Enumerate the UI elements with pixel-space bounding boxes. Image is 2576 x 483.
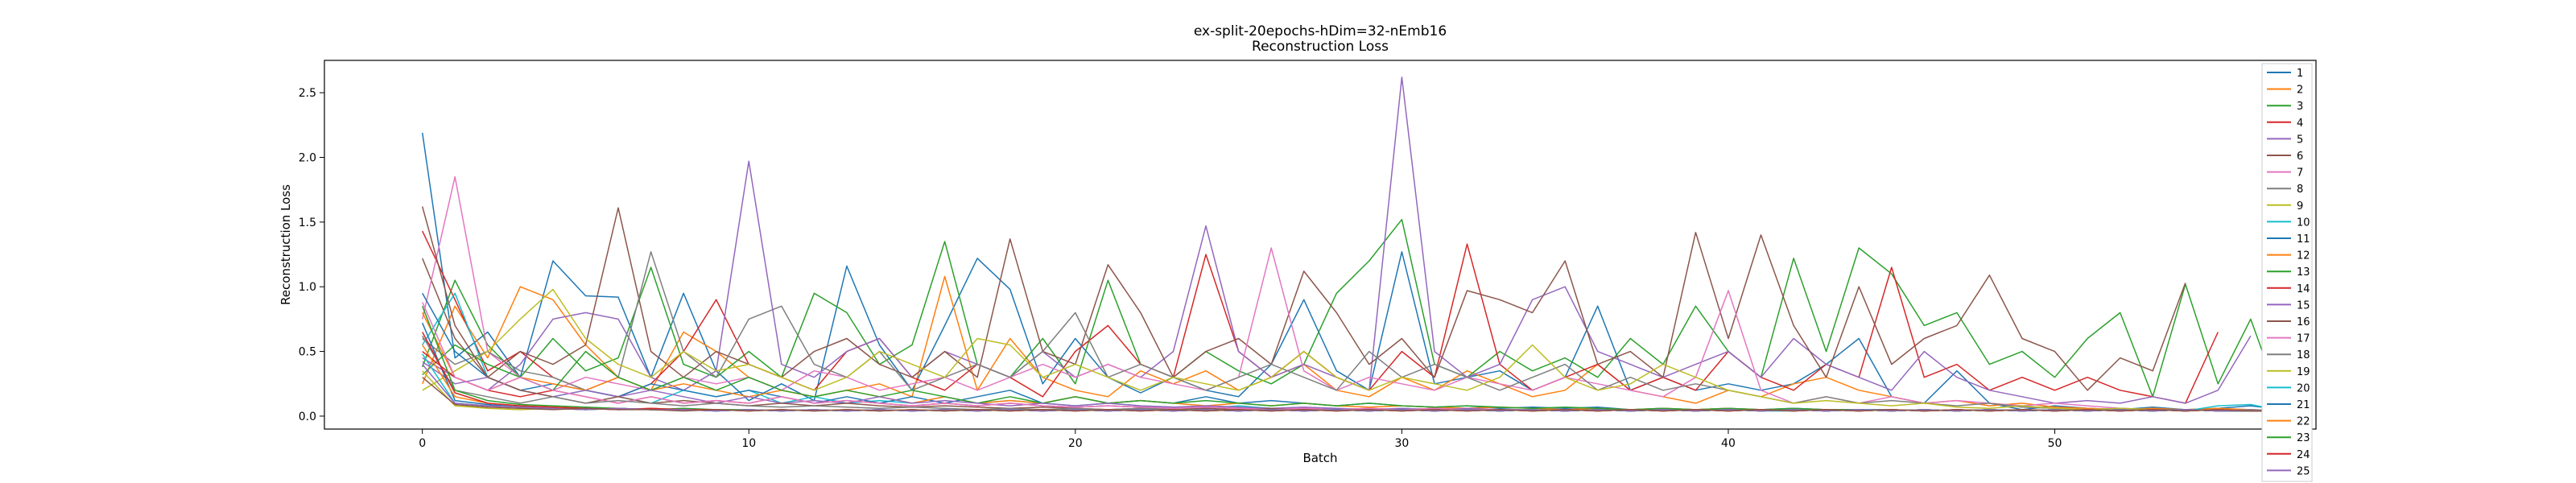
legend-label-11: 11 <box>2297 233 2310 246</box>
x-axis-label: Batch <box>1302 451 1337 465</box>
x-tick-label: 30 <box>1394 437 1409 450</box>
legend-label-12: 12 <box>2297 250 2310 262</box>
x-tick-label: 0 <box>419 437 426 450</box>
chart-title: ex-split-20epochs-hDim=32-nEmb16 <box>1194 23 1447 39</box>
legend-label-24: 24 <box>2297 449 2310 461</box>
legend-label-8: 8 <box>2297 184 2303 196</box>
x-axis-ticks: 0 10 20 30 40 50 <box>419 429 2062 450</box>
legend-label-19: 19 <box>2297 366 2310 378</box>
legend-label-10: 10 <box>2297 217 2310 229</box>
legend-label-6: 6 <box>2297 151 2303 163</box>
y-tick-label: 1.0 <box>299 281 316 294</box>
legend-label-16: 16 <box>2297 316 2310 328</box>
x-tick-label: 40 <box>1721 437 1736 450</box>
series-line-9 <box>422 288 2284 412</box>
legend-label-23: 23 <box>2297 432 2310 444</box>
y-tick-label: 2.5 <box>299 87 316 100</box>
series-line-26 <box>422 377 2284 412</box>
series-line-6 <box>422 207 2186 391</box>
legend-label-5: 5 <box>2297 134 2303 146</box>
legend-label-17: 17 <box>2297 333 2310 345</box>
legend-label-25: 25 <box>2297 465 2310 477</box>
legend-label-7: 7 <box>2297 167 2303 180</box>
y-axis-label: Reconstruction Loss <box>279 184 293 305</box>
legend-label-9: 9 <box>2297 200 2303 213</box>
legend-label-13: 13 <box>2297 266 2310 279</box>
series-line-1 <box>421 132 2284 411</box>
series-line-3 <box>421 218 2285 411</box>
y-axis-ticks: 0.0 0.5 1.0 1.5 2.0 2.5 <box>299 87 324 423</box>
legend-label-20: 20 <box>2297 382 2310 394</box>
legend: 1234567891011121314151617181920212223242… <box>2261 63 2313 483</box>
legend-label-18: 18 <box>2297 349 2310 361</box>
legend-label-14: 14 <box>2297 283 2310 295</box>
legend-label-2: 2 <box>2297 85 2303 97</box>
x-tick-label: 10 <box>741 437 756 450</box>
series-layer <box>421 76 2285 412</box>
plot-frame <box>324 60 2317 430</box>
legend-label-3: 3 <box>2297 101 2303 113</box>
x-tick-label: 50 <box>2048 437 2062 450</box>
legend-box <box>2261 63 2313 482</box>
y-tick-label: 0.0 <box>299 411 316 423</box>
y-tick-label: 2.0 <box>299 152 316 165</box>
legend-label-1: 1 <box>2297 68 2303 80</box>
legend-label-15: 15 <box>2297 299 2310 312</box>
legend-label-21: 21 <box>2297 399 2310 411</box>
x-tick-label: 20 <box>1068 437 1083 450</box>
series-line-8 <box>422 251 2284 412</box>
chart-subtitle: Reconstruction Loss <box>1252 39 1389 55</box>
y-tick-label: 1.5 <box>299 217 316 229</box>
legend-label-4: 4 <box>2297 118 2303 130</box>
y-tick-label: 0.5 <box>299 346 316 359</box>
legend-label-22: 22 <box>2297 416 2310 428</box>
